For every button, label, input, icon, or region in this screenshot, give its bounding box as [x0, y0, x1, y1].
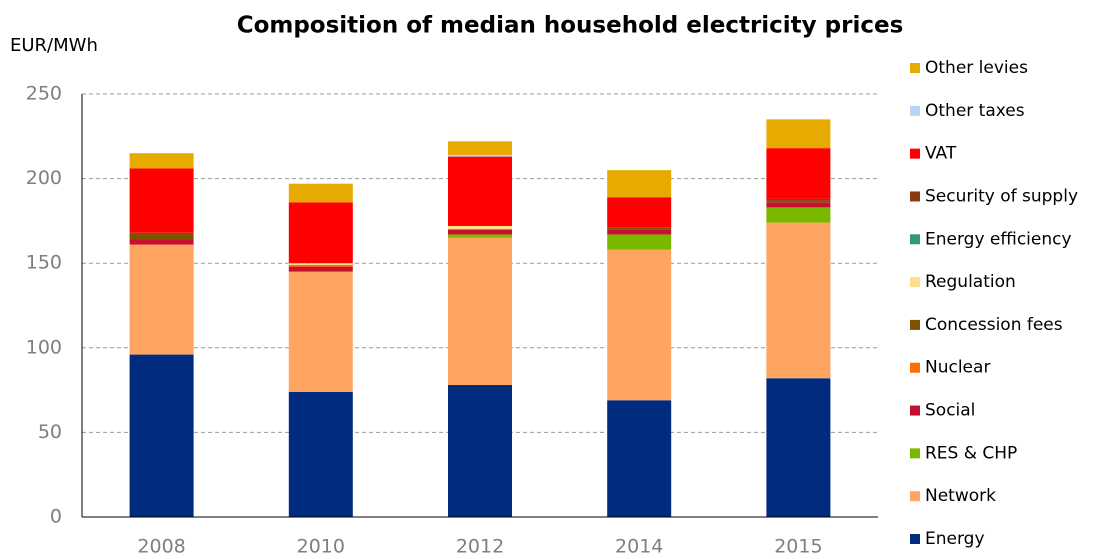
y-axis-label: EUR/MWh [10, 35, 98, 56]
bar-segment [129, 239, 194, 245]
bar-segment [607, 400, 672, 517]
bar-segment [766, 202, 831, 208]
bar-segment [766, 378, 831, 517]
y-tick-label: 250 [26, 83, 62, 105]
bar-segment [766, 207, 831, 223]
legend-label: Concession fees [925, 315, 1063, 335]
bar-segment [448, 234, 512, 238]
bar-segment [288, 266, 353, 272]
bar-segment [607, 170, 672, 198]
bar-segment [448, 225, 512, 230]
y-tick-label: 0 [50, 506, 62, 528]
bar-segment [448, 229, 512, 235]
legend-swatch [910, 319, 920, 330]
bar-segment [766, 200, 831, 203]
legend-label: Regulation [925, 272, 1016, 292]
bar-segment [766, 222, 831, 379]
legend-label: Other taxes [925, 101, 1025, 121]
legend-swatch [910, 448, 920, 459]
legend-label: Energy [925, 529, 985, 549]
legend-swatch [910, 534, 920, 544]
bar-segment [607, 227, 672, 230]
bar-segment [448, 141, 512, 155]
bar-segment [129, 232, 194, 240]
bar-segment [607, 197, 672, 228]
bar-segment [129, 244, 194, 355]
y-tick-label: 100 [26, 336, 62, 358]
bar-segment [129, 354, 194, 517]
bar-segment [288, 271, 353, 392]
x-tick-label: 2014 [615, 536, 663, 558]
legend-swatch [910, 491, 920, 502]
legend-swatch [910, 105, 920, 116]
bar-segment [607, 249, 672, 401]
bar-segment [448, 154, 512, 157]
bar-segment [288, 264, 353, 267]
legend-label: Network [925, 486, 996, 506]
bar-segment [766, 119, 831, 149]
bar-segment [129, 153, 194, 169]
legend-label: Security of supply [925, 186, 1078, 206]
bar-segment [607, 229, 672, 235]
legend-swatch [910, 277, 920, 288]
y-tick-label: 200 [26, 167, 62, 189]
legend-label: Social [925, 401, 975, 421]
y-tick-label: 150 [26, 252, 62, 274]
legend-label: Nuclear [925, 358, 990, 378]
bar-segment [288, 391, 353, 517]
x-tick-label: 2010 [297, 536, 345, 558]
y-tick-label: 50 [38, 421, 62, 443]
bar-segment [766, 198, 831, 201]
bar-segment [607, 234, 672, 250]
legend-swatch [910, 148, 920, 159]
bar-segment [288, 263, 353, 265]
legend-swatch [910, 234, 920, 245]
legend-label: VAT [925, 144, 957, 164]
x-tick-label: 2012 [456, 536, 504, 558]
bar-segment [448, 385, 512, 517]
chart-title: Composition of median household electric… [237, 13, 904, 39]
legend-label: Energy efficiency [925, 229, 1072, 249]
bar-segment [448, 156, 512, 226]
x-tick-label: 2008 [137, 536, 185, 558]
bar-segment [766, 148, 831, 199]
legend-swatch [910, 191, 920, 202]
bar-segment [448, 237, 512, 386]
bar-segment [129, 168, 194, 233]
legend-swatch [910, 63, 920, 73]
x-tick-label: 2015 [774, 536, 822, 558]
legend-swatch [910, 362, 920, 373]
legend-swatch [910, 405, 920, 416]
legend-label: Other levies [925, 58, 1028, 78]
bar-segment [288, 202, 353, 264]
bar-segment [288, 183, 353, 203]
legend-label: RES & CHP [925, 443, 1017, 463]
